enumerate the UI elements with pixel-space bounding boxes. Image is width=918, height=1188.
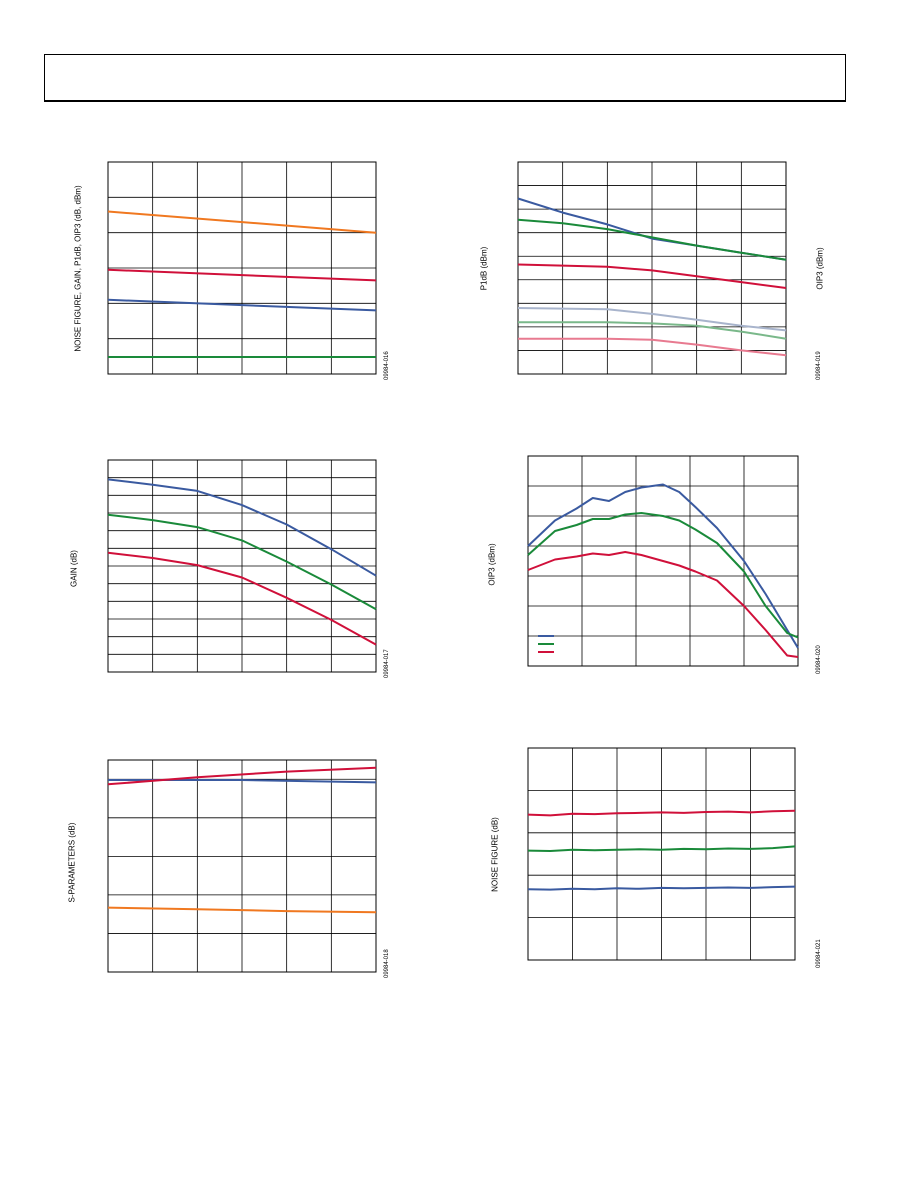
series-line-5 [518, 321, 787, 340]
plot-frame [527, 455, 799, 667]
page-header-box [44, 54, 846, 102]
series-line-1 [527, 483, 799, 649]
plot-frame [107, 459, 377, 673]
plot-frame [527, 747, 796, 961]
series-line-4 [517, 307, 787, 332]
series-line-2 [107, 268, 377, 282]
series-line-2 [517, 218, 787, 261]
series-line-3 [107, 551, 377, 646]
series-line-1 [527, 809, 796, 817]
series-line-2 [527, 512, 799, 639]
plot-frame [107, 759, 377, 973]
figure-id: 09984-021 [816, 939, 822, 968]
series-line-3 [107, 298, 377, 312]
plot-frame [107, 161, 377, 375]
series-line-2 [107, 513, 377, 611]
series-line-1 [107, 478, 377, 577]
series-line-1 [107, 210, 377, 234]
series-line-6 [518, 337, 787, 357]
series-line-3 [527, 885, 796, 891]
series-line-2 [107, 766, 377, 786]
series-line-3 [517, 263, 787, 289]
series-line-2 [527, 845, 796, 852]
series-line-3 [107, 906, 377, 914]
series-line-3 [527, 551, 799, 658]
plot-frame [517, 161, 787, 375]
